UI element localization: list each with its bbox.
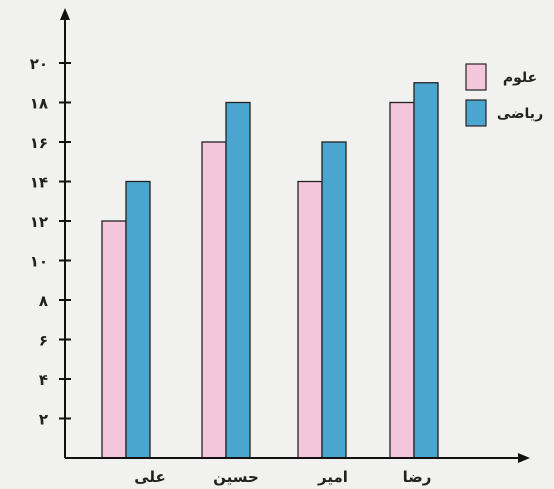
legend-swatch-science: [465, 63, 487, 91]
y-tick-label: ۱۸: [30, 95, 48, 113]
bar-science: [389, 101, 415, 459]
x-tick-label: علی: [134, 468, 166, 486]
y-tick-label: ۱۴: [30, 174, 48, 192]
bar-math: [321, 141, 347, 459]
x-tick-label: امیر: [317, 468, 348, 486]
legend-label-science: علوم: [503, 70, 537, 86]
y-tick-label: ۲۰: [30, 55, 48, 73]
x-axis: [65, 453, 530, 463]
bar-math: [125, 180, 151, 459]
bar-math: [225, 101, 251, 459]
y-axis: [60, 8, 70, 458]
y-tick-label: ۱۶: [30, 134, 48, 152]
bar-science: [201, 141, 227, 459]
x-tick-label: رضا: [403, 468, 432, 486]
y-tick-label: ۱۲: [30, 213, 48, 231]
y-tick-label: ۱۰: [30, 253, 48, 271]
legend-label-math: ریاضی: [497, 106, 543, 122]
x-tick-label: حسین: [213, 468, 259, 486]
y-tick-label: ۲: [39, 411, 48, 429]
y-ticks: ۲ ۴ ۶ ۸ ۱۰ ۱۲ ۱۴ ۱۶ ۱۸ ۲۰: [30, 55, 71, 429]
bar-science: [101, 220, 127, 459]
x-tick-labels: علی حسین امیر رضا: [134, 468, 431, 486]
bar-math: [413, 82, 439, 459]
bars-layer: [101, 82, 439, 459]
y-tick-label: ۴: [39, 371, 48, 389]
y-tick-label: ۸: [39, 292, 48, 310]
bar-science: [297, 180, 323, 459]
y-tick-label: ۶: [39, 332, 48, 350]
legend-swatch-math: [465, 99, 487, 127]
legend: علوم ریاضی: [465, 63, 543, 127]
